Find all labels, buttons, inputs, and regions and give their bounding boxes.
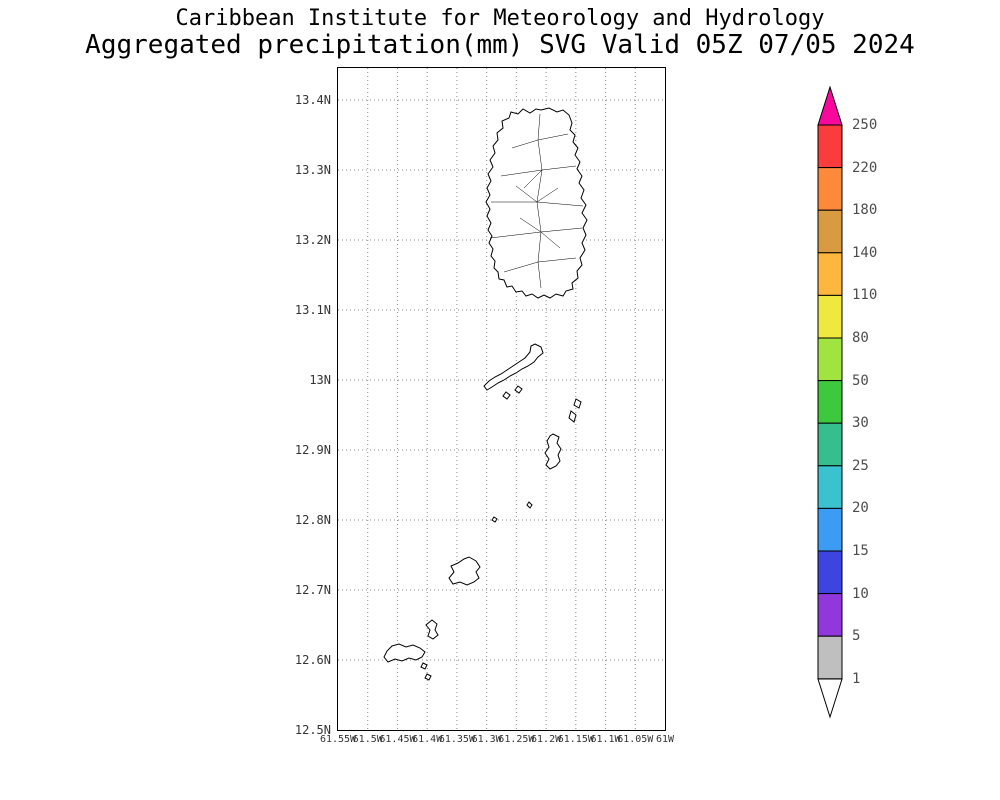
grid-dotted-lines xyxy=(338,68,665,730)
lat-tick-label: 12.5N xyxy=(294,723,331,737)
island-savan xyxy=(526,501,533,509)
lon-tick-label: 61.35W xyxy=(438,734,475,745)
lon-tick-label: 61.4W xyxy=(412,734,443,745)
lon-tick-label: 61.25W xyxy=(498,734,535,745)
colorbar-segment xyxy=(817,167,843,211)
island-petit-nevis xyxy=(514,385,523,394)
colorbar-segment xyxy=(817,507,843,552)
colorbar-segment xyxy=(817,422,843,467)
colorbar-level-label: 20 xyxy=(852,500,869,517)
colorbar-level-label: 10 xyxy=(852,585,869,602)
lon-tick-label: 61W xyxy=(655,734,675,745)
island-palm-island xyxy=(420,662,428,670)
island-balliceaux xyxy=(568,410,577,423)
colorbar-segment xyxy=(817,380,843,424)
colorbar-level-label: 5 xyxy=(852,628,861,645)
colorbar-level-label: 140 xyxy=(852,244,878,261)
colorbar-level-label: 250 xyxy=(852,117,878,133)
colorbar-level-label: 80 xyxy=(852,330,869,346)
colorbar-segment xyxy=(817,209,843,254)
colorbar-segment xyxy=(817,550,843,595)
island-bequia xyxy=(483,343,544,391)
colorbar-segment xyxy=(817,635,843,680)
colorbar-segment xyxy=(817,294,843,339)
colorbar-level-label: 220 xyxy=(852,159,878,176)
lat-tick-label: 13.2N xyxy=(294,233,331,247)
colorbar xyxy=(817,86,843,719)
lat-tick-label: 12.7N xyxy=(294,583,331,597)
colorbar-level-label: 15 xyxy=(852,543,869,559)
colorbar-level-label: 180 xyxy=(852,202,878,219)
lat-tick-label: 12.9N xyxy=(294,443,331,457)
colorbar-segment xyxy=(817,252,843,296)
map-title: Aggregated precipitation(mm) SVG Valid 0… xyxy=(85,30,915,60)
lat-tick-label: 12.8N xyxy=(294,513,331,527)
lat-tick-label: 12.6N xyxy=(294,653,331,667)
lat-tick-label: 13N xyxy=(309,373,331,387)
colorbar-segment xyxy=(817,124,843,169)
institute-title: Caribbean Institute for Meteorology and … xyxy=(175,6,825,31)
colorbar-level-label: 1 xyxy=(852,670,861,687)
watershed-boundary-lines xyxy=(489,113,584,289)
map-canvas xyxy=(338,68,665,730)
colorbar-level-label: 110 xyxy=(852,287,878,304)
colorbar-arrow-bottom xyxy=(817,678,843,719)
lon-tick-label: 61.5W xyxy=(352,734,383,745)
colorbar-segment xyxy=(817,593,843,637)
islands-group xyxy=(383,107,588,681)
island-petit-mustique xyxy=(491,516,498,523)
colorbar-arrow-top xyxy=(817,86,843,126)
island-isle-a-quatre xyxy=(502,391,511,400)
map-panel xyxy=(337,67,666,731)
lat-tick-label: 13.4N xyxy=(294,93,331,107)
lon-tick-label: 61.45W xyxy=(379,734,416,745)
latitude-axis: 13.4N 13.3N 13.2N 13.1N 13N 12.9N 12.8N 12.7N 12… xyxy=(270,0,333,800)
colorbar-segment xyxy=(817,337,843,382)
lon-tick-label: 61.05W xyxy=(617,734,654,745)
island-mustique xyxy=(544,433,562,470)
lon-tick-label: 61.1W xyxy=(590,734,621,745)
colorbar-segment xyxy=(817,465,843,509)
island-mayreau xyxy=(425,619,439,640)
lon-tick-label: 61.55W xyxy=(319,734,357,745)
lat-tick-label: 13.1N xyxy=(294,303,331,317)
island-canouan xyxy=(448,556,481,586)
colorbar-level-label: 25 xyxy=(852,457,869,474)
island-union-island xyxy=(383,643,426,663)
island-petit-st-vincent xyxy=(424,673,432,681)
island-st-vincent xyxy=(485,107,588,299)
lat-tick-label: 13.3N xyxy=(294,163,331,177)
colorbar-level-label: 30 xyxy=(852,415,869,432)
lon-tick-label: 61.15W xyxy=(557,734,594,745)
lon-tick-label: 61.3W xyxy=(471,734,502,745)
island-battowia xyxy=(573,398,582,409)
colorbar-level-label: 50 xyxy=(852,372,869,389)
lon-tick-label: 61.2W xyxy=(531,734,562,745)
